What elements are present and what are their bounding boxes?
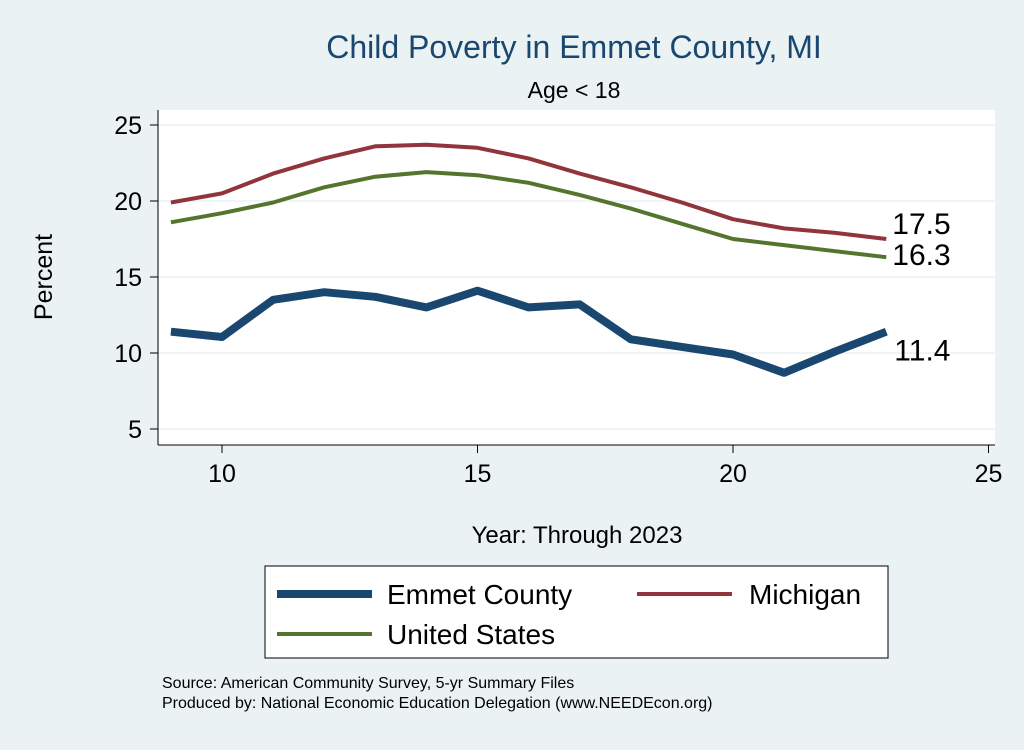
chart-subtitle: Age < 18 bbox=[528, 77, 621, 103]
x-tick-label: 15 bbox=[464, 460, 492, 488]
y-tick-label: 5 bbox=[128, 416, 142, 444]
legend-label: Michigan bbox=[749, 579, 861, 610]
y-axis-label: Percent bbox=[30, 234, 58, 320]
source-note: Source: American Community Survey, 5-yr … bbox=[162, 675, 574, 692]
legend-label: United States bbox=[387, 619, 555, 650]
end-value-label: 17.5 bbox=[892, 208, 950, 241]
x-tick-label: 25 bbox=[975, 460, 1003, 488]
legend-label: Emmet County bbox=[387, 579, 572, 610]
x-axis-label: Year: Through 2023 bbox=[472, 522, 683, 549]
y-tick-label: 15 bbox=[114, 264, 142, 292]
x-tick-label: 10 bbox=[208, 460, 236, 488]
series-line-emmet-county bbox=[170, 286, 888, 377]
producer-note: Produced by: National Economic Education… bbox=[162, 695, 713, 712]
series-line-united-states bbox=[170, 170, 887, 260]
series-line-michigan bbox=[170, 142, 887, 241]
end-value-label: 11.4 bbox=[894, 335, 950, 368]
y-tick-label: 25 bbox=[114, 112, 142, 140]
legend bbox=[264, 565, 889, 659]
y-tick-label: 10 bbox=[114, 340, 142, 368]
end-value-label: 16.3 bbox=[892, 239, 950, 272]
chart-title: Child Poverty in Emmet County, MI bbox=[326, 29, 822, 65]
x-tick-label: 20 bbox=[719, 460, 747, 488]
y-tick-label: 20 bbox=[114, 188, 142, 216]
